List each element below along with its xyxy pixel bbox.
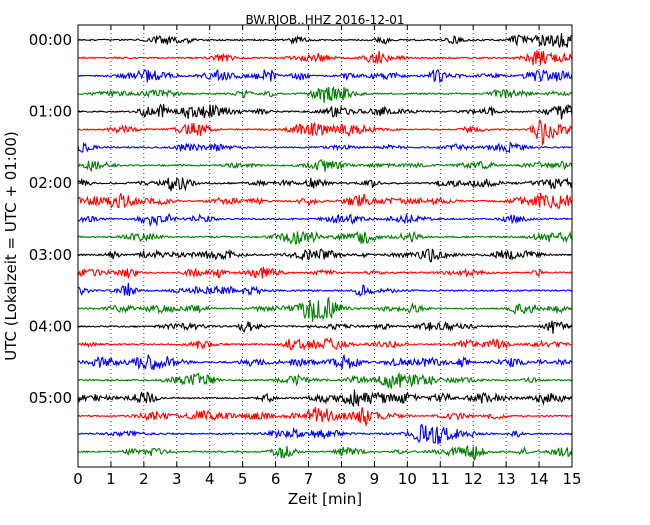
hour-label: 00:00 — [29, 31, 72, 49]
trace-line — [77, 158, 573, 172]
hour-label: 04:00 — [29, 317, 72, 335]
x-axis-label: Zeit [min] — [288, 490, 362, 508]
trace-line — [77, 230, 573, 246]
trace-line — [77, 141, 573, 154]
trace-line — [77, 119, 573, 146]
plot-frame — [77, 24, 573, 468]
trace-line — [77, 266, 573, 279]
x-tick-label: 3 — [172, 470, 182, 488]
trace-line — [77, 296, 573, 322]
trace-line — [77, 406, 572, 428]
chart-title: BW.RJOB..HHZ 2016-12-01 — [245, 13, 404, 27]
x-tick-label: 15 — [562, 470, 581, 488]
x-tick-label: 11 — [431, 470, 450, 488]
trace-line — [77, 177, 573, 192]
trace-line — [77, 282, 573, 298]
x-tick-label: 12 — [464, 470, 483, 488]
trace-line — [77, 212, 573, 228]
trace-line — [77, 337, 572, 351]
trace-line — [77, 371, 573, 390]
x-tick-label: 6 — [271, 470, 281, 488]
x-tick-label: 7 — [304, 470, 314, 488]
trace-line — [77, 192, 573, 210]
x-tick-label: 2 — [139, 470, 149, 488]
trace-line — [77, 32, 573, 48]
trace-line — [77, 68, 573, 84]
trace-line — [77, 353, 573, 371]
hour-label: 05:00 — [29, 389, 72, 407]
trace-line — [77, 50, 573, 66]
trace-line — [77, 389, 573, 407]
x-tick-label: 4 — [205, 470, 215, 488]
x-tick-label: 9 — [370, 470, 380, 488]
x-tick-label: 10 — [398, 470, 417, 488]
trace-line — [77, 423, 573, 445]
hour-label: 03:00 — [29, 246, 72, 264]
hour-label: 02:00 — [29, 174, 72, 192]
x-tick-label: 8 — [337, 470, 347, 488]
x-tick-label: 0 — [73, 470, 83, 488]
trace-line — [77, 320, 573, 334]
x-tick-label: 13 — [497, 470, 516, 488]
trace-line — [77, 103, 573, 120]
hour-label: 01:00 — [29, 103, 72, 121]
trace-line — [77, 248, 572, 263]
trace-line — [77, 444, 573, 462]
trace-line — [77, 86, 573, 103]
x-tick-label: 14 — [530, 470, 549, 488]
x-tick-label: 1 — [106, 470, 116, 488]
y-axis-label: UTC (Lokalzeit = UTC + 01:00) — [2, 131, 20, 361]
x-tick-label: 5 — [238, 470, 248, 488]
